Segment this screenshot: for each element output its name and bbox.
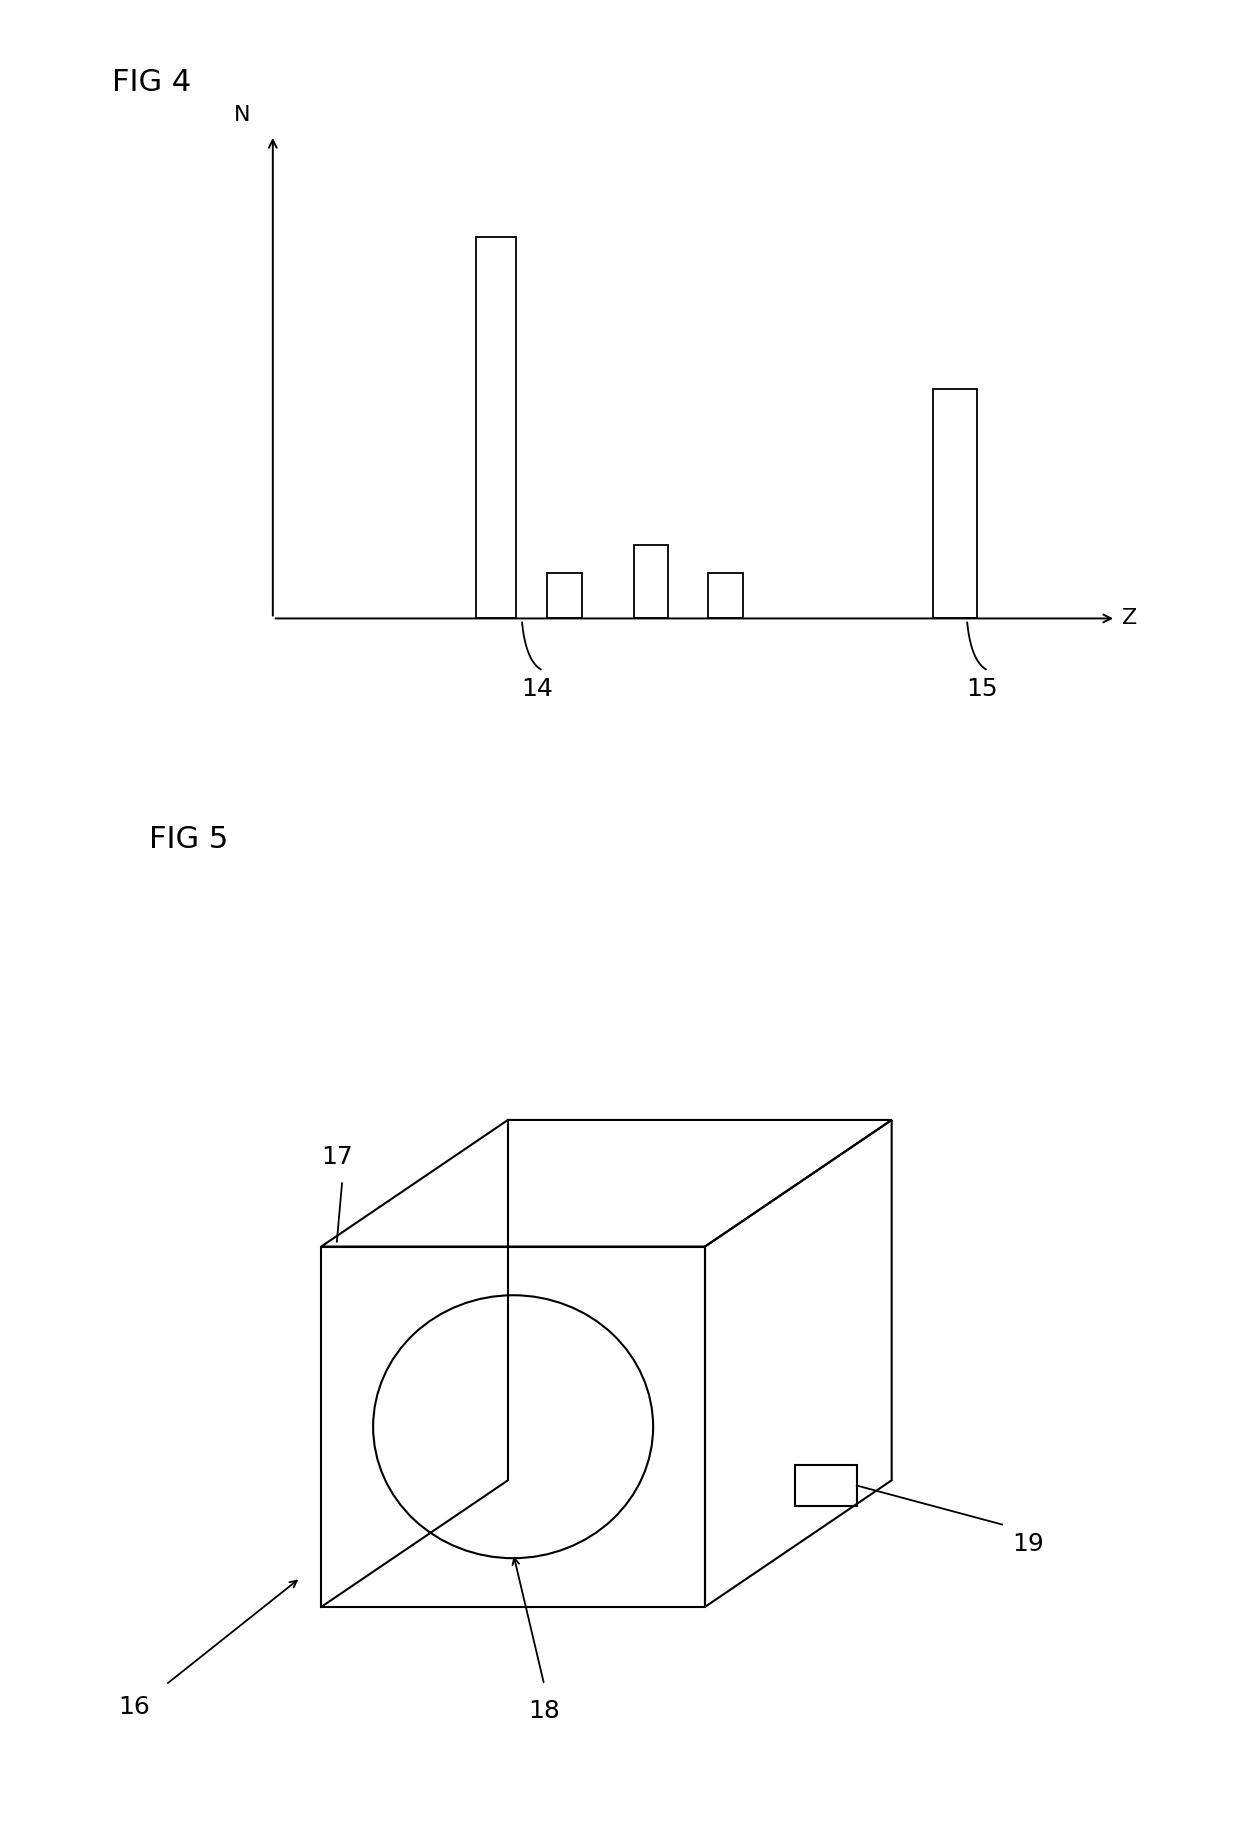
Text: 19: 19 (1012, 1532, 1044, 1556)
Text: 14: 14 (521, 677, 553, 701)
Text: 17: 17 (321, 1145, 353, 1169)
Text: FIG 4: FIG 4 (112, 68, 191, 97)
Text: 16: 16 (118, 1695, 150, 1718)
Text: 18: 18 (528, 1700, 560, 1724)
Bar (634, 544, 668, 619)
Text: 15: 15 (966, 677, 998, 701)
Text: N: N (234, 104, 250, 124)
Bar (795, 1464, 857, 1506)
Bar (547, 573, 582, 619)
Text: Z: Z (1122, 608, 1137, 628)
Text: FIG 5: FIG 5 (149, 825, 228, 855)
Bar (934, 389, 977, 619)
Bar (476, 237, 516, 619)
Bar (708, 573, 743, 619)
